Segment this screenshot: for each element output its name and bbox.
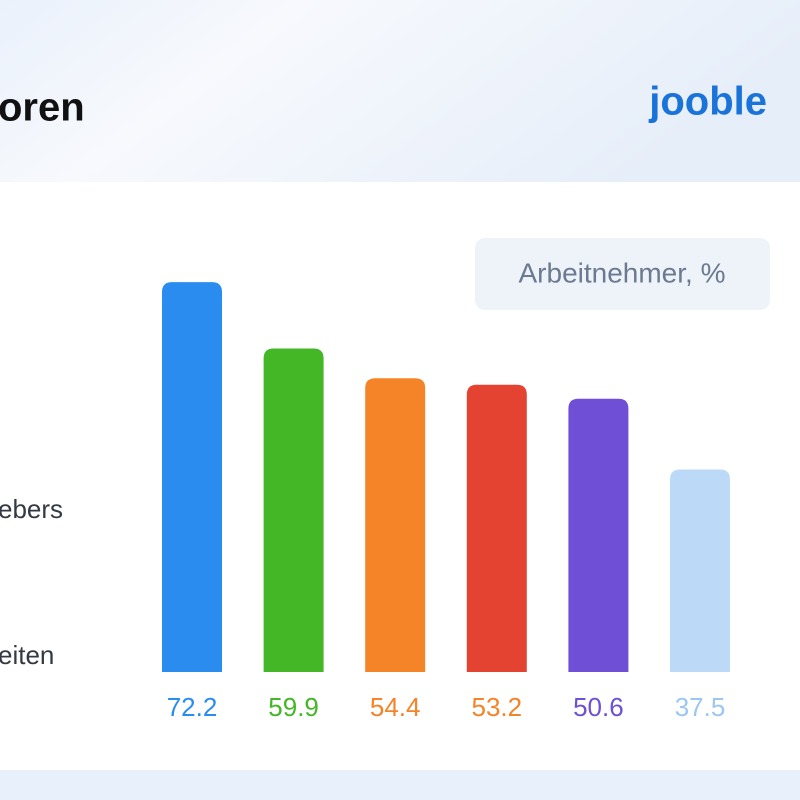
value-label: 37.5 xyxy=(675,692,726,722)
value-label: 54.4 xyxy=(370,692,421,722)
side-label: ebers xyxy=(0,494,63,524)
side-label: eiten xyxy=(0,640,54,670)
bar xyxy=(263,348,324,672)
footer-strip xyxy=(0,770,800,800)
logo: jooble xyxy=(648,80,767,124)
value-label: 59.9 xyxy=(268,692,319,722)
bar xyxy=(670,469,730,672)
legend-label: Arbeitnehmer, % xyxy=(519,257,726,288)
value-label: 53.2 xyxy=(471,692,522,722)
legend-badge xyxy=(475,238,770,310)
bar xyxy=(466,384,527,672)
bar xyxy=(568,398,629,672)
bar xyxy=(365,378,426,672)
value-label: 72.2 xyxy=(167,692,218,722)
bar xyxy=(162,282,222,672)
value-label: 50.6 xyxy=(573,692,624,722)
title: oren xyxy=(0,86,85,130)
header-background xyxy=(0,0,800,182)
